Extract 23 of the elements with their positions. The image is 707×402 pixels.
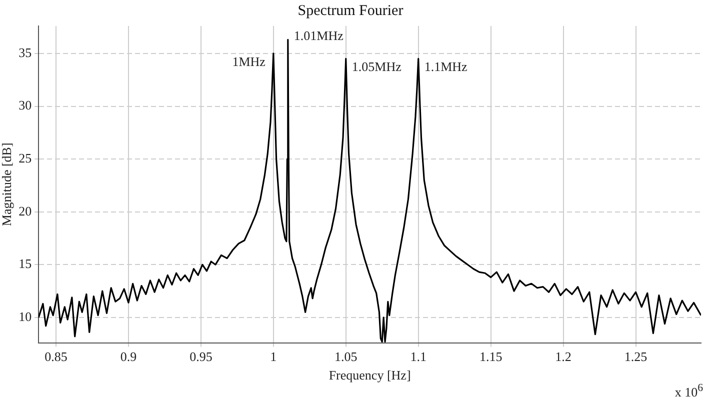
y-tick-label: 30 [18,98,32,113]
y-tick-label: 25 [18,150,32,166]
x-tick-label: 1.05 [334,349,358,364]
chart-title: Spectrum Fourier [298,2,404,19]
x-tick-label: 1 [270,349,277,364]
y-axis-title: Magnitude [dB] [0,142,14,226]
annotation: 1.1MHz [424,59,468,74]
y-tick-label: 35 [18,44,32,60]
y-tick-label: 15 [18,256,32,272]
x-axis-title: Frequency [Hz] [328,368,411,383]
x-tick-label: 1.15 [479,349,502,364]
y-tick-label: 10 [18,308,32,324]
annotation: 1MHz [232,54,266,69]
x-tick-label: 0.9 [120,349,137,364]
text: x 10$^{6}$ [674,382,703,400]
x-tick-label: 0.85 [44,349,68,364]
x-tick-label: 1.1 [410,349,426,364]
y-tick-label: 20 [18,203,32,218]
x-tick-label: 1.2 [555,349,572,364]
x-tick-label: 1.25 [624,349,648,364]
annotation: 1.05MHz [352,59,402,74]
annotation: 1.01MHz [294,28,344,44]
x-tick-label: 0.95 [190,349,212,364]
